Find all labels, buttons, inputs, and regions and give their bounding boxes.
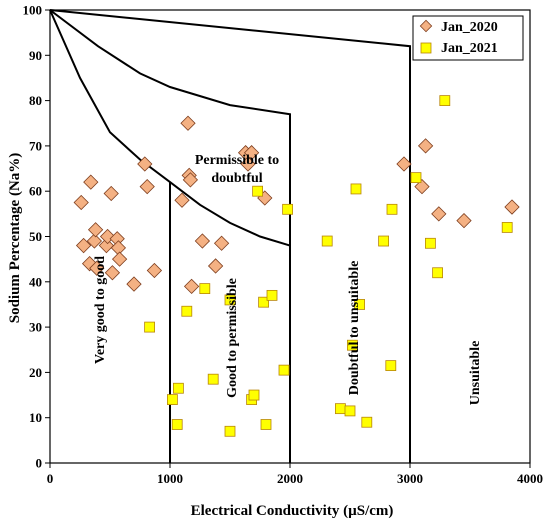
- data-point-jan-2020: [83, 174, 99, 190]
- data-point-jan-2020: [87, 222, 104, 238]
- legend: Jan_2020 Jan_2021: [412, 15, 524, 61]
- y-tick-label: 80: [29, 93, 42, 108]
- x-tick-label: 1000: [157, 471, 183, 486]
- y-tick-label: 10: [29, 410, 42, 425]
- data-point-jan-2021: [144, 321, 156, 333]
- zone-permissible-to-doubtful-line1: Permissible to: [195, 153, 279, 168]
- y-tick-label: 20: [29, 365, 42, 380]
- data-point-jan-2021: [334, 403, 346, 415]
- data-point-jan-2020: [417, 138, 434, 154]
- data-point-jan-2020: [414, 179, 430, 195]
- data-point-jan-2021: [282, 203, 294, 215]
- legend-marker-jan-2020: [419, 19, 433, 33]
- data-point-jan-2021: [385, 360, 397, 372]
- data-point-jan-2021: [252, 185, 264, 197]
- data-point-jan-2020: [456, 213, 472, 229]
- y-axis-title: Sodium Percentage (Na%): [7, 153, 23, 324]
- data-point-jan-2020: [174, 192, 190, 208]
- data-point-jan-2021: [361, 416, 373, 428]
- data-point-jan-2021: [386, 203, 398, 215]
- x-tick-label: 4000: [517, 471, 543, 486]
- data-point-jan-2020: [146, 262, 163, 279]
- data-point-jan-2021: [410, 172, 422, 184]
- data-point-jan-2020: [182, 172, 199, 188]
- data-point-jan-2021: [171, 419, 183, 430]
- data-point-jan-2020: [73, 194, 89, 211]
- data-point-jan-2021: [501, 222, 513, 233]
- data-point-jan-2021: [350, 183, 362, 195]
- data-point-jan-2021: [172, 382, 184, 394]
- data-point-jan-2020: [75, 237, 92, 254]
- classification-boundaries: [49, 9, 411, 463]
- data-point-jan-2020: [104, 265, 121, 281]
- legend-label-jan-2021: Jan_2021: [441, 41, 498, 56]
- y-tick-label: 100: [23, 3, 43, 18]
- y-tick-label: 90: [29, 48, 42, 63]
- zone-doubtful-to-unsuitable: Doubtful to unsuitable: [347, 261, 362, 396]
- data-point-jan-2020: [137, 156, 153, 172]
- x-tick-label: 0: [47, 471, 54, 486]
- data-point-jan-2021: [378, 235, 390, 247]
- y-tick-label: 60: [29, 184, 42, 199]
- boundary-line: [49, 9, 291, 463]
- data-point-jan-2021: [207, 373, 219, 385]
- zone-very-good-to-good: Very good to good: [93, 256, 108, 364]
- legend-label-jan-2020: Jan_2020: [441, 20, 498, 35]
- y-tick-label: 40: [29, 274, 42, 289]
- data-point-jan-2020: [504, 199, 520, 215]
- series-jan-2020: [73, 115, 520, 294]
- data-point-jan-2021: [258, 296, 270, 308]
- data-point-jan-2021: [432, 267, 444, 279]
- data-point-jan-2021: [344, 405, 356, 417]
- data-point-jan-2021: [278, 364, 290, 376]
- data-point-jan-2020: [240, 156, 256, 172]
- zone-permissible-to-doubtful-line2: doubtful: [211, 171, 262, 186]
- data-point-jan-2021: [260, 419, 272, 430]
- data-point-jan-2021: [224, 294, 236, 306]
- zone-good-to-permissible: Good to permissible: [225, 278, 240, 398]
- data-point-jan-2020: [243, 145, 260, 161]
- series-jan-2021: [144, 95, 513, 437]
- y-tick-label: 0: [36, 456, 43, 471]
- data-point-jan-2021: [224, 425, 236, 437]
- data-point-jan-2020: [98, 237, 115, 254]
- x-tick-label: 3000: [397, 471, 423, 486]
- x-axis-ticks: 0 1000 2000 3000 4000: [47, 463, 543, 486]
- boundary-line: [49, 9, 411, 463]
- data-point-jan-2021: [439, 95, 451, 106]
- data-point-jan-2021: [424, 237, 436, 249]
- data-point-jan-2020: [109, 231, 125, 247]
- legend-marker-jan-2021: [420, 42, 432, 54]
- data-point-jan-2020: [139, 179, 155, 195]
- data-point-jan-2021: [199, 283, 211, 294]
- data-point-jan-2020: [103, 185, 119, 202]
- data-point-jan-2021: [266, 289, 278, 301]
- data-point-jan-2020: [180, 115, 196, 131]
- data-point-jan-2020: [213, 235, 230, 251]
- zone-unsuitable: Unsuitable: [468, 341, 483, 406]
- data-point-jan-2020: [89, 260, 105, 276]
- y-tick-label: 30: [29, 320, 42, 335]
- data-point-jan-2021: [346, 339, 358, 351]
- data-point-jan-2021: [166, 394, 178, 405]
- data-point-jan-2021: [321, 235, 333, 247]
- data-point-jan-2021: [248, 389, 260, 401]
- data-point-jan-2020: [207, 258, 224, 274]
- data-point-jan-2020: [126, 276, 142, 292]
- y-tick-label: 50: [29, 229, 42, 244]
- data-point-jan-2021: [181, 305, 193, 317]
- data-point-jan-2020: [431, 206, 447, 222]
- data-point-jan-2021: [354, 299, 366, 310]
- data-point-jan-2020: [86, 233, 103, 249]
- x-axis-title: Electrical Conductivity (µS/cm): [191, 503, 394, 519]
- x-tick-label: 2000: [277, 471, 303, 486]
- data-point-jan-2020: [110, 240, 127, 256]
- data-point-jan-2020: [396, 156, 412, 172]
- y-tick-label: 70: [29, 138, 42, 153]
- data-point-jan-2020: [183, 278, 200, 294]
- data-point-jan-2020: [194, 233, 211, 249]
- y-axis-ticks: 0 10 20 30 40 50 60 70 80 90 100: [23, 3, 50, 471]
- data-point-jan-2020: [111, 251, 128, 267]
